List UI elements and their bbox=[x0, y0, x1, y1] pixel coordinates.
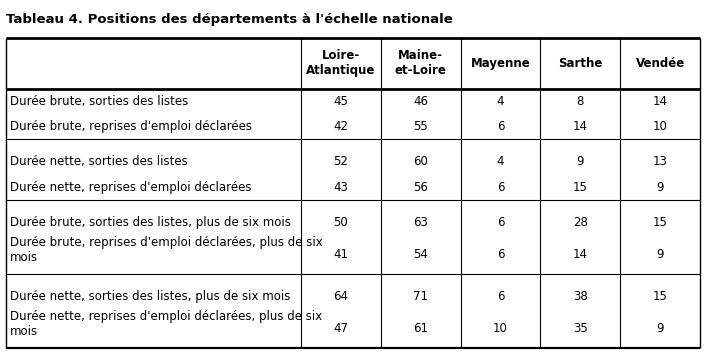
Text: Durée brute, sorties des listes, plus de six mois: Durée brute, sorties des listes, plus de… bbox=[10, 216, 291, 229]
Text: Durée brute, reprises d'emploi déclarées, plus de six
mois: Durée brute, reprises d'emploi déclarées… bbox=[10, 236, 323, 264]
Text: 42: 42 bbox=[333, 120, 348, 133]
Text: 4: 4 bbox=[497, 155, 504, 168]
Text: Durée nette, reprises d'emploi déclarées, plus de six
mois: Durée nette, reprises d'emploi déclarées… bbox=[10, 310, 322, 338]
Text: Loire-
Atlantique: Loire- Atlantique bbox=[306, 49, 376, 77]
Text: 61: 61 bbox=[413, 322, 428, 335]
Text: Durée brute, reprises d'emploi déclarées: Durée brute, reprises d'emploi déclarées bbox=[10, 120, 252, 133]
Text: 14: 14 bbox=[573, 248, 588, 261]
Text: 6: 6 bbox=[497, 120, 504, 133]
Text: 9: 9 bbox=[577, 155, 584, 168]
Text: 50: 50 bbox=[333, 216, 348, 229]
Text: 6: 6 bbox=[497, 216, 504, 229]
Text: 47: 47 bbox=[333, 322, 348, 335]
Text: 46: 46 bbox=[413, 95, 428, 108]
Text: 64: 64 bbox=[333, 290, 348, 303]
Text: 54: 54 bbox=[413, 248, 428, 261]
Text: 60: 60 bbox=[413, 155, 428, 168]
Text: 52: 52 bbox=[333, 155, 348, 168]
Text: Maine-
et-Loire: Maine- et-Loire bbox=[395, 49, 447, 77]
Text: 10: 10 bbox=[493, 322, 508, 335]
Text: 13: 13 bbox=[652, 155, 668, 168]
Text: 14: 14 bbox=[652, 95, 668, 108]
Text: 6: 6 bbox=[497, 248, 504, 261]
Text: 28: 28 bbox=[573, 216, 587, 229]
Text: 35: 35 bbox=[573, 322, 587, 335]
Text: Tableau 4. Positions des départements à l'échelle nationale: Tableau 4. Positions des départements à … bbox=[6, 13, 453, 26]
Text: 4: 4 bbox=[497, 95, 504, 108]
Text: 10: 10 bbox=[652, 120, 668, 133]
Text: Durée nette, sorties des listes, plus de six mois: Durée nette, sorties des listes, plus de… bbox=[10, 290, 290, 303]
Text: 6: 6 bbox=[497, 290, 504, 303]
Text: 15: 15 bbox=[652, 216, 668, 229]
Text: 8: 8 bbox=[577, 95, 584, 108]
Text: 43: 43 bbox=[333, 180, 348, 194]
Text: Sarthe: Sarthe bbox=[558, 57, 602, 70]
Text: 55: 55 bbox=[413, 120, 428, 133]
Text: 6: 6 bbox=[497, 180, 504, 194]
Text: Durée nette, reprises d'emploi déclarées: Durée nette, reprises d'emploi déclarées bbox=[10, 180, 251, 194]
Text: 9: 9 bbox=[657, 180, 664, 194]
Text: 45: 45 bbox=[333, 95, 348, 108]
Text: 71: 71 bbox=[413, 290, 428, 303]
Text: Vendée: Vendée bbox=[635, 57, 685, 70]
Text: Mayenne: Mayenne bbox=[471, 57, 530, 70]
Text: 41: 41 bbox=[333, 248, 348, 261]
Text: 56: 56 bbox=[413, 180, 428, 194]
Text: 14: 14 bbox=[573, 120, 588, 133]
Text: 9: 9 bbox=[657, 322, 664, 335]
Text: 63: 63 bbox=[413, 216, 428, 229]
Text: 9: 9 bbox=[657, 248, 664, 261]
Text: Durée brute, sorties des listes: Durée brute, sorties des listes bbox=[10, 95, 189, 108]
Text: 15: 15 bbox=[573, 180, 587, 194]
Text: 15: 15 bbox=[652, 290, 668, 303]
Text: 38: 38 bbox=[573, 290, 587, 303]
Text: Durée nette, sorties des listes: Durée nette, sorties des listes bbox=[10, 155, 188, 168]
